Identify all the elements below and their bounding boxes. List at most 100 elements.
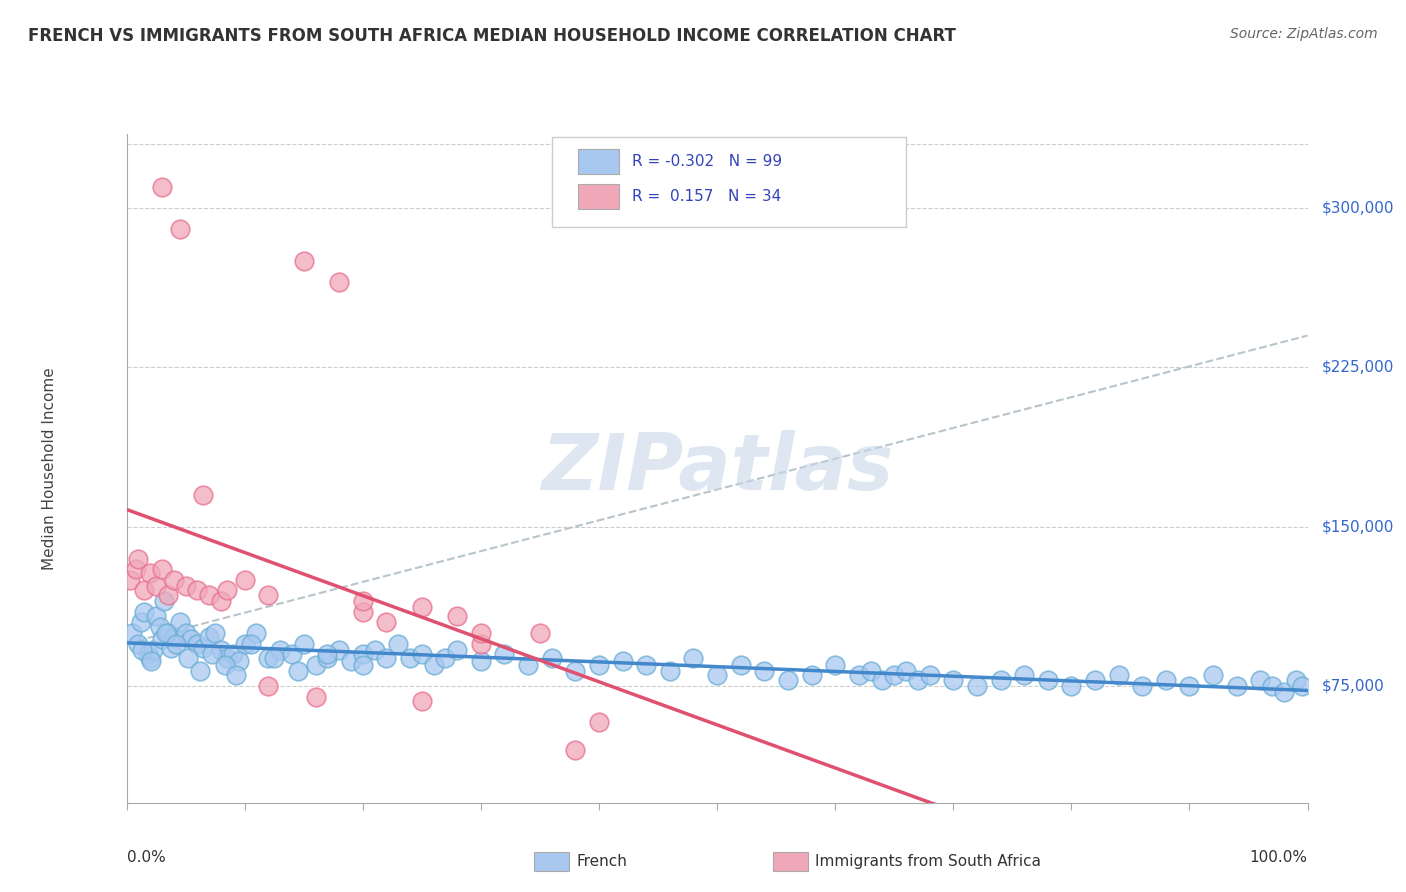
Point [1261,679,1284,693]
Point [186,583,208,598]
Point [150,632,173,647]
Point [375,651,398,665]
Point [352,605,374,619]
Point [1036,673,1059,687]
Point [340,653,363,667]
Point [1285,673,1308,687]
Text: French: French [576,855,627,869]
Point [198,588,221,602]
Point [990,673,1012,687]
Point [588,657,610,672]
Point [156,626,179,640]
Point [160,640,183,655]
Point [215,651,238,665]
Point [1154,673,1177,687]
Text: $300,000: $300,000 [1322,201,1395,216]
Text: 100.0%: 100.0% [1250,849,1308,864]
Point [134,605,156,619]
Text: 0.0%: 0.0% [127,849,166,864]
Point [150,180,173,194]
Point [494,647,516,661]
Point [446,643,468,657]
Point [588,715,610,730]
Point [422,657,444,672]
Point [121,626,143,640]
Point [125,562,148,576]
Point [222,647,245,661]
Point [446,608,468,623]
Point [1084,673,1107,687]
FancyBboxPatch shape [578,184,619,210]
Point [540,651,562,665]
Point [204,626,226,640]
Point [942,673,965,687]
Point [434,651,457,665]
Point [1012,668,1035,682]
Point [352,594,374,608]
Point [169,222,191,236]
Text: $150,000: $150,000 [1322,519,1395,534]
Point [131,643,153,657]
Point [470,636,492,650]
Point [177,651,200,665]
Point [352,647,374,661]
Point [658,664,681,678]
Point [706,668,728,682]
Text: Immigrants from South Africa: Immigrants from South Africa [815,855,1042,869]
Point [316,647,339,661]
Point [174,626,197,640]
Point [304,690,326,704]
Point [730,657,752,672]
Text: R = -0.302   N = 99: R = -0.302 N = 99 [633,153,782,169]
Point [153,594,176,608]
Point [245,626,267,640]
Point [180,632,202,647]
Point [470,653,492,667]
Point [966,679,988,693]
Point [883,668,905,682]
Point [1130,679,1153,693]
Point [269,643,291,657]
Point [918,668,941,682]
Point [636,657,658,672]
Point [824,657,846,672]
Point [127,636,149,650]
Point [193,640,215,655]
FancyBboxPatch shape [551,137,905,227]
Text: FRENCH VS IMMIGRANTS FROM SOUTH AFRICA MEDIAN HOUSEHOLD INCOME CORRELATION CHART: FRENCH VS IMMIGRANTS FROM SOUTH AFRICA M… [28,27,956,45]
FancyBboxPatch shape [578,149,619,174]
Point [776,673,799,687]
Point [233,573,256,587]
Point [186,636,208,650]
Point [564,742,586,756]
Point [139,566,162,581]
Point [127,551,149,566]
Point [141,653,163,667]
Point [149,619,172,633]
Point [209,643,232,657]
Point [316,651,339,665]
Point [848,668,870,682]
Text: Source: ZipAtlas.com: Source: ZipAtlas.com [1230,27,1378,41]
Point [141,643,163,657]
Point [399,651,422,665]
Point [145,579,167,593]
Text: $75,000: $75,000 [1322,679,1385,693]
Point [120,573,142,587]
Point [134,583,156,598]
Point [287,664,309,678]
Point [163,573,186,587]
Point [233,636,256,650]
Point [612,653,634,667]
Point [225,668,247,682]
Point [169,615,191,630]
Point [682,651,704,665]
Point [150,562,173,576]
Text: R =  0.157   N = 34: R = 0.157 N = 34 [633,189,782,204]
Point [470,626,492,640]
Point [352,657,374,672]
Point [363,643,385,657]
Point [517,657,540,672]
Point [1272,685,1295,699]
Point [257,651,280,665]
